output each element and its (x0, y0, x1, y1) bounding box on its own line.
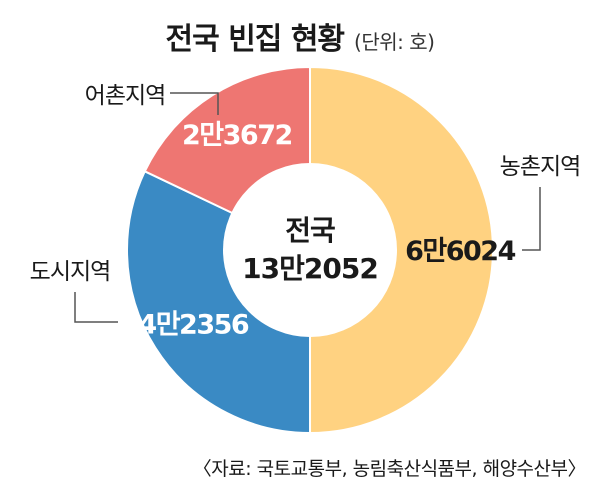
slice-category-label: 도시지역 (30, 259, 111, 285)
slice-category-label: 어촌지역 (85, 83, 166, 109)
source-note: 〈자료: 국토교통부, 농림축산식품부, 해양수산부〉 (192, 458, 587, 480)
donut-slices (126, 65, 494, 435)
chart-header: 전국 빈집 현황 (단위: 호) (0, 14, 600, 58)
slice-labels: 6만6024 농촌지역 4만2356 도시지역 2만3672 어촌지역 (30, 83, 582, 341)
leader-lines (74, 92, 541, 323)
slice-value-label: 2만3672 (182, 120, 292, 151)
unit-label: (단위: 호) (354, 30, 435, 54)
leader-line (74, 292, 118, 323)
slice-0 (309, 65, 494, 435)
leader-line (522, 187, 541, 251)
leader-line (170, 92, 219, 115)
center-total: 13만2052 (242, 252, 378, 285)
slice-value-label: 6만6024 (405, 236, 515, 267)
slice-category-label: 농촌지역 (500, 154, 581, 180)
chart-title: 전국 빈집 현황 (165, 22, 345, 57)
donut-hole (223, 163, 397, 337)
slice-value-label: 4만2356 (138, 310, 248, 341)
center-label: 전국 (285, 214, 335, 247)
